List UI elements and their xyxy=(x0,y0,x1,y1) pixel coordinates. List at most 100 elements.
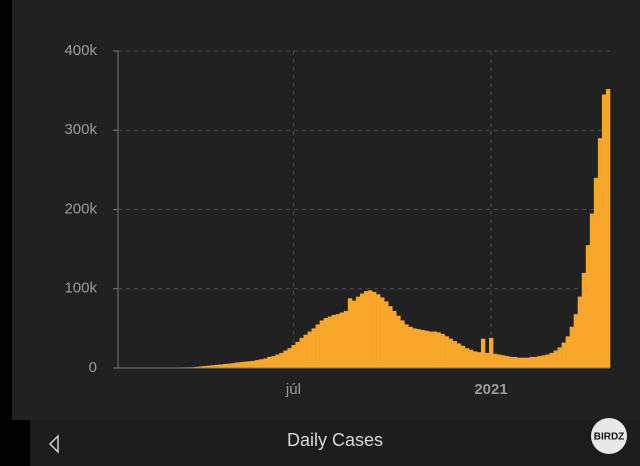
bar xyxy=(444,336,449,368)
bar xyxy=(307,331,312,368)
bar xyxy=(339,312,345,368)
bar xyxy=(448,338,454,368)
bar xyxy=(295,341,300,368)
y-tick-label: 100k xyxy=(64,280,97,297)
bar xyxy=(384,301,389,368)
bar xyxy=(335,314,341,368)
bar xyxy=(436,332,441,368)
y-tick-label: 0 xyxy=(89,359,97,376)
bar xyxy=(315,324,320,368)
bar xyxy=(525,357,530,368)
bar xyxy=(263,358,268,368)
bar xyxy=(238,362,244,368)
bar xyxy=(468,349,474,368)
bar xyxy=(247,361,252,368)
bar xyxy=(521,357,526,368)
bar xyxy=(347,298,353,368)
bar xyxy=(601,94,607,369)
bar xyxy=(259,359,264,368)
bar xyxy=(364,291,369,368)
bar xyxy=(287,348,292,368)
bar xyxy=(404,324,409,368)
bar xyxy=(243,361,248,368)
bar xyxy=(509,356,514,368)
bar xyxy=(597,138,603,368)
bar xyxy=(561,342,566,368)
bar xyxy=(497,354,502,368)
bar xyxy=(392,310,397,368)
bar xyxy=(480,338,486,368)
y-tick-label: 400k xyxy=(64,42,97,59)
y-tick-label: 300k xyxy=(64,121,97,138)
bar xyxy=(553,350,558,368)
bar xyxy=(452,341,458,368)
bar xyxy=(593,177,599,368)
bar xyxy=(198,366,203,368)
bar xyxy=(565,336,570,368)
bar xyxy=(218,364,224,368)
bar xyxy=(234,362,240,368)
bar xyxy=(327,316,333,368)
bar xyxy=(251,360,256,368)
bar xyxy=(472,351,478,368)
bar xyxy=(331,314,337,368)
bar xyxy=(484,352,490,368)
bar xyxy=(206,365,212,368)
bar xyxy=(581,272,587,368)
bar xyxy=(412,328,417,368)
bar xyxy=(476,352,482,368)
bar xyxy=(267,356,272,368)
bar xyxy=(388,306,393,368)
bar xyxy=(359,293,365,368)
bar xyxy=(432,331,437,368)
bar xyxy=(214,364,220,368)
bar xyxy=(408,326,413,368)
bar xyxy=(529,356,534,368)
bar xyxy=(537,356,542,368)
bar xyxy=(323,318,329,368)
bar xyxy=(351,300,357,368)
bar xyxy=(271,356,276,368)
bar xyxy=(420,329,425,368)
back-button[interactable] xyxy=(48,434,59,454)
bar xyxy=(549,352,554,368)
watermark-badge xyxy=(591,418,627,454)
bar xyxy=(493,353,498,368)
bar xyxy=(440,333,445,368)
bar xyxy=(605,89,611,368)
bar xyxy=(533,356,538,368)
tab-bar xyxy=(30,420,640,466)
bar xyxy=(376,294,381,368)
bar xyxy=(517,357,522,368)
bar xyxy=(299,337,304,368)
bar xyxy=(585,245,591,368)
bar xyxy=(424,330,429,368)
bar xyxy=(194,366,199,368)
bar xyxy=(505,356,510,368)
bar xyxy=(400,320,405,368)
bar xyxy=(541,355,546,368)
tab-title: Daily Cases xyxy=(287,430,383,450)
bar xyxy=(501,355,506,368)
bar xyxy=(372,291,377,368)
bar xyxy=(380,297,385,368)
bar xyxy=(222,364,228,368)
bar xyxy=(577,296,583,368)
bar xyxy=(303,334,308,368)
watermark: BIRDZ xyxy=(594,432,625,443)
bar xyxy=(569,326,575,368)
bar xyxy=(589,213,595,368)
bar xyxy=(428,331,433,368)
bar xyxy=(275,354,280,368)
bar xyxy=(464,348,470,368)
bar xyxy=(210,365,216,368)
bar xyxy=(202,366,208,368)
bar xyxy=(255,360,260,368)
bar xyxy=(416,329,421,368)
bar xyxy=(573,314,579,368)
bar xyxy=(456,343,462,368)
bar xyxy=(545,354,550,368)
bar xyxy=(557,347,562,368)
